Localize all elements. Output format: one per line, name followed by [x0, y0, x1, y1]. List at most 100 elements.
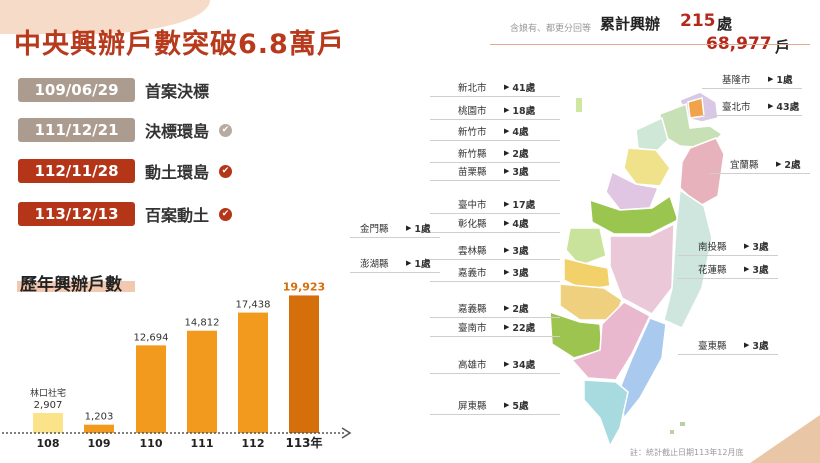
- bar-value-label: 17,438: [236, 300, 271, 311]
- county-name: 高雄市: [458, 360, 487, 371]
- map-county-label: 高雄市 ▶ 34處: [458, 357, 535, 371]
- bar: [238, 312, 268, 433]
- map-county-label: 雲林縣 ▶ 3處: [458, 243, 529, 257]
- arrow-icon: ▶: [768, 102, 774, 110]
- county-name: 臺北市: [722, 102, 751, 113]
- county-name: 花蓮縣: [698, 265, 727, 276]
- corner-decoration-bottom: [750, 415, 820, 463]
- arrow-icon: ▶: [504, 304, 510, 312]
- leader-line: [430, 317, 560, 318]
- x-tick-label: 113年: [285, 435, 322, 450]
- summary-households-unit: 戶: [775, 38, 791, 56]
- map-county-label: 嘉義市 ▶ 3處: [458, 265, 529, 279]
- x-tick-label: 110: [140, 437, 163, 450]
- island-marker: [576, 98, 582, 112]
- arrow-icon: ▶: [744, 341, 750, 349]
- milestone-text: 首案決標: [145, 82, 210, 101]
- county-count: 1處: [414, 224, 431, 235]
- map-county-label: 苗栗縣 ▶ 3處: [458, 164, 529, 178]
- footnote: 註：統計截止日期113年12月底: [630, 448, 744, 457]
- county-count: 5處: [512, 401, 529, 412]
- county-name: 苗栗縣: [458, 167, 487, 178]
- county-name: 桃園市: [458, 106, 487, 117]
- map-county-label: 新竹縣 ▶ 2處: [458, 146, 529, 160]
- leader-line: [430, 180, 560, 181]
- leader-line: [430, 373, 560, 374]
- arrow-icon: ▶: [504, 401, 510, 409]
- page-title: 中央興辦戶數突破6.8萬戶: [14, 29, 345, 60]
- leader-line: [710, 173, 810, 174]
- arrow-icon: ▶: [776, 160, 782, 168]
- leader-line: [430, 232, 560, 233]
- chart-title: 歷年興辦戶數: [20, 275, 122, 295]
- summary-count: 215: [680, 11, 716, 31]
- leader-line: [430, 96, 560, 97]
- county-count: 17處: [512, 200, 536, 211]
- island-marker: [670, 430, 674, 434]
- county-count: 1處: [776, 75, 793, 86]
- bar: [136, 345, 166, 433]
- county-name: 新竹市: [458, 127, 487, 138]
- county-count: 2處: [512, 304, 529, 315]
- bar-value-label: 2,907: [34, 400, 63, 411]
- county-name: 臺東縣: [698, 341, 727, 352]
- leader-line: [702, 88, 802, 89]
- county-count: 3處: [512, 268, 529, 279]
- county-name: 南投縣: [698, 242, 727, 253]
- milestone: 113/12/13 百案動土 ✔: [18, 202, 233, 226]
- county-name: 新北市: [458, 83, 487, 94]
- arrow-icon: ▶: [406, 224, 412, 232]
- milestone: 109/06/29 首案決標: [18, 78, 209, 102]
- county-count: 2處: [512, 149, 529, 160]
- county-count: 2處: [784, 160, 801, 171]
- chart-title-highlight: [17, 281, 135, 292]
- county-name: 新竹縣: [458, 149, 487, 160]
- county-count: 1處: [414, 259, 431, 270]
- taiwan-outline: [549, 91, 725, 448]
- county-name: 臺南市: [458, 323, 487, 334]
- map-county-label: 南投縣 ▶ 3處: [698, 239, 769, 253]
- leader-line: [430, 140, 560, 141]
- leader-line: [430, 119, 560, 120]
- map-county-label: 臺南市 ▶ 22處: [458, 320, 535, 334]
- leader-line: [678, 255, 778, 256]
- county-name: 金門縣: [360, 224, 389, 235]
- milestone-date: 111/12/21: [18, 118, 135, 142]
- milestone-date: 109/06/29: [18, 78, 135, 102]
- county-count: 4處: [512, 219, 529, 230]
- x-tick-label: 112: [242, 437, 265, 450]
- county-count: 43處: [776, 102, 800, 113]
- leader-line: [430, 162, 560, 163]
- arrow-icon: ▶: [504, 360, 510, 368]
- leader-line: [430, 259, 560, 260]
- summary-note: 含娘有、都更分回等: [510, 24, 592, 34]
- island-marker: [680, 422, 685, 426]
- arrow-icon: ▶: [504, 149, 510, 157]
- county-count: 3處: [512, 167, 529, 178]
- bar-value-label: 12,694: [134, 332, 169, 343]
- check-icon: ✔: [219, 123, 233, 137]
- milestone-text: 百案動土: [145, 206, 210, 225]
- bar-annotation: 林口社宅: [30, 387, 66, 399]
- axis-arrow-icon: [341, 427, 352, 439]
- arrow-icon: ▶: [768, 75, 774, 83]
- county-count: 34處: [512, 360, 536, 371]
- map-county-label: 澎湖縣 ▶ 1處: [360, 256, 431, 270]
- bar-value-label: 14,812: [185, 318, 220, 329]
- milestone-date: 113/12/13: [18, 202, 135, 226]
- map-county-label: 臺中市 ▶ 17處: [458, 197, 535, 211]
- leader-line: [350, 272, 440, 273]
- county-name: 澎湖縣: [360, 259, 389, 270]
- x-tick-label: 109: [88, 437, 111, 450]
- map-county-label: 基隆市 ▶ 1處: [722, 72, 793, 86]
- leader-line: [430, 414, 560, 415]
- arrow-icon: ▶: [406, 259, 412, 267]
- map-county-label: 臺北市 ▶ 43處: [722, 99, 799, 113]
- bar-value-label: 1,203: [85, 412, 114, 423]
- bar: [84, 424, 114, 433]
- county-name: 嘉義市: [458, 268, 487, 279]
- county-name: 屏東縣: [458, 401, 487, 412]
- arrow-icon: ▶: [504, 127, 510, 135]
- leader-line: [678, 278, 778, 279]
- milestone: 112/11/28 動土環島 ✔: [18, 159, 233, 183]
